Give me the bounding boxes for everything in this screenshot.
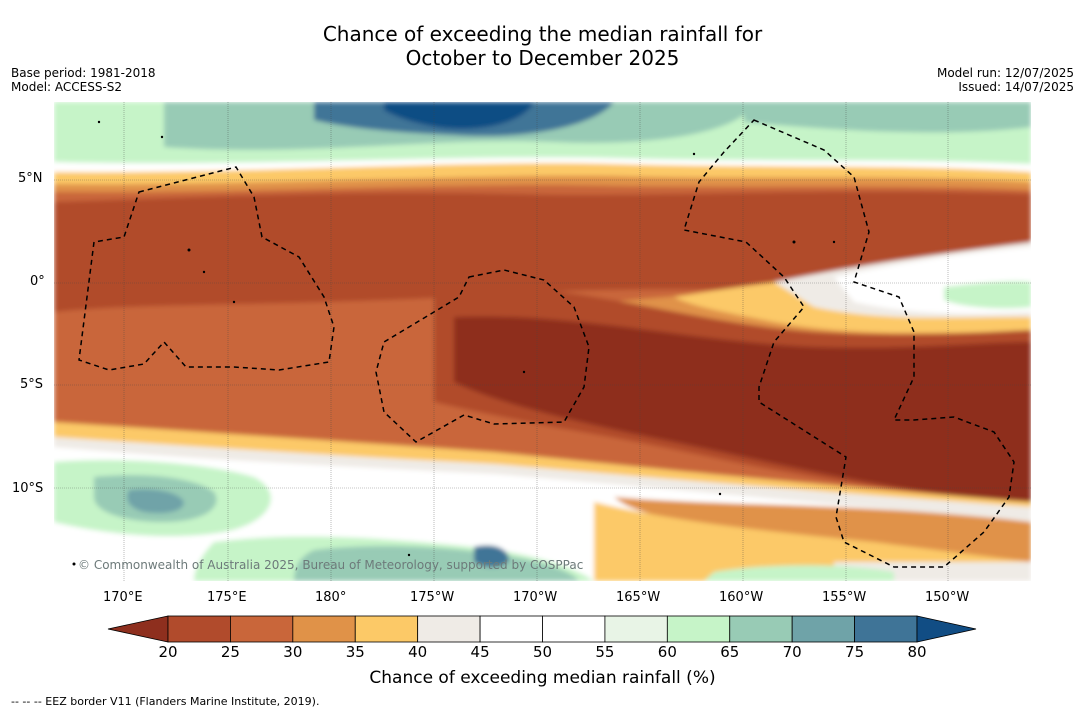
colorbar-segment — [354, 615, 419, 643]
colorbar-segment — [542, 615, 606, 643]
run-info: Model run: 12/07/2025 Issued: 14/07/2025 — [937, 66, 1074, 94]
lat-label: 5°N — [18, 171, 43, 186]
model-run-date: Model run: 12/07/2025 — [936, 66, 1074, 80]
colorbar-tick-label: 55 — [595, 643, 615, 661]
colorbar-segment — [167, 615, 231, 643]
lon-label: 165°W — [616, 590, 661, 605]
lat-label: 5°S — [20, 377, 44, 392]
colorbar-segment — [729, 615, 793, 643]
model-info: Base period: 1981-2018 Model: ACCESS-S2 — [11, 66, 156, 94]
colorbar-tick-label: 75 — [845, 643, 865, 661]
lon-label: 160°W — [719, 590, 764, 605]
colorbar-segment — [854, 615, 918, 643]
lon-label: 170°W — [513, 590, 558, 605]
colorbar-tick-label: 45 — [470, 643, 490, 661]
rainfall-bands — [54, 102, 1031, 581]
colorbar-tick-label: 65 — [720, 643, 740, 661]
map-title: Chance of exceeding the median rainfall … — [0, 22, 1085, 70]
colorbar-segment — [791, 615, 855, 643]
colorbar-tick-label: 70 — [782, 643, 802, 661]
issued-date: Issued: 14/07/2025 — [958, 80, 1074, 94]
eez-borders — [78, 119, 1015, 568]
colorbar — [107, 615, 977, 643]
rainfall-map — [54, 102, 1031, 581]
title-line-2: October to December 2025 — [405, 46, 680, 70]
colorbar-arrow-low — [107, 615, 169, 643]
colorbar-arrow-high — [916, 615, 977, 643]
lon-label: 155°W — [822, 590, 867, 605]
lon-label: 170°E — [103, 590, 143, 605]
colorbar-title: Chance of exceeding median rainfall (%) — [369, 668, 716, 688]
lon-label: 150°W — [925, 590, 970, 605]
lon-label: 175°E — [207, 590, 247, 605]
colorbar-tick-label: 20 — [158, 643, 178, 661]
lat-label: 0° — [30, 274, 45, 289]
colorbar-tick-label: 25 — [220, 643, 240, 661]
colorbar-segment — [230, 615, 294, 643]
graticule — [54, 102, 1031, 581]
colorbar-segment — [479, 615, 543, 643]
colorbar-tick-label: 50 — [532, 643, 553, 661]
lat-label: 10°S — [12, 481, 44, 496]
colorbar-segment — [292, 615, 356, 643]
model-name: Model: ACCESS-S2 — [11, 80, 123, 94]
colorbar-tick-label: 60 — [657, 643, 677, 661]
island-markers — [72, 120, 836, 566]
colorbar-segment — [604, 615, 668, 643]
colorbar-tick-label: 40 — [408, 643, 428, 661]
colorbar-segment — [666, 615, 731, 643]
colorbar-tick-label: 80 — [907, 643, 927, 661]
colorbar-tick-label: 30 — [283, 643, 303, 661]
colorbar-tick-label: 35 — [345, 643, 365, 661]
map-canvas — [54, 102, 1031, 581]
eez-footnote: -- -- -- EEZ border V11 (Flanders Marine… — [11, 695, 320, 708]
copyright-credit: © Commonwealth of Australia 2025, Bureau… — [78, 558, 584, 572]
colorbar-segment — [417, 615, 481, 643]
title-line-1: Chance of exceeding the median rainfall … — [322, 22, 763, 46]
base-period: Base period: 1981-2018 — [11, 66, 156, 80]
lon-label: 180° — [315, 590, 347, 605]
lon-label: 175°W — [410, 590, 455, 605]
